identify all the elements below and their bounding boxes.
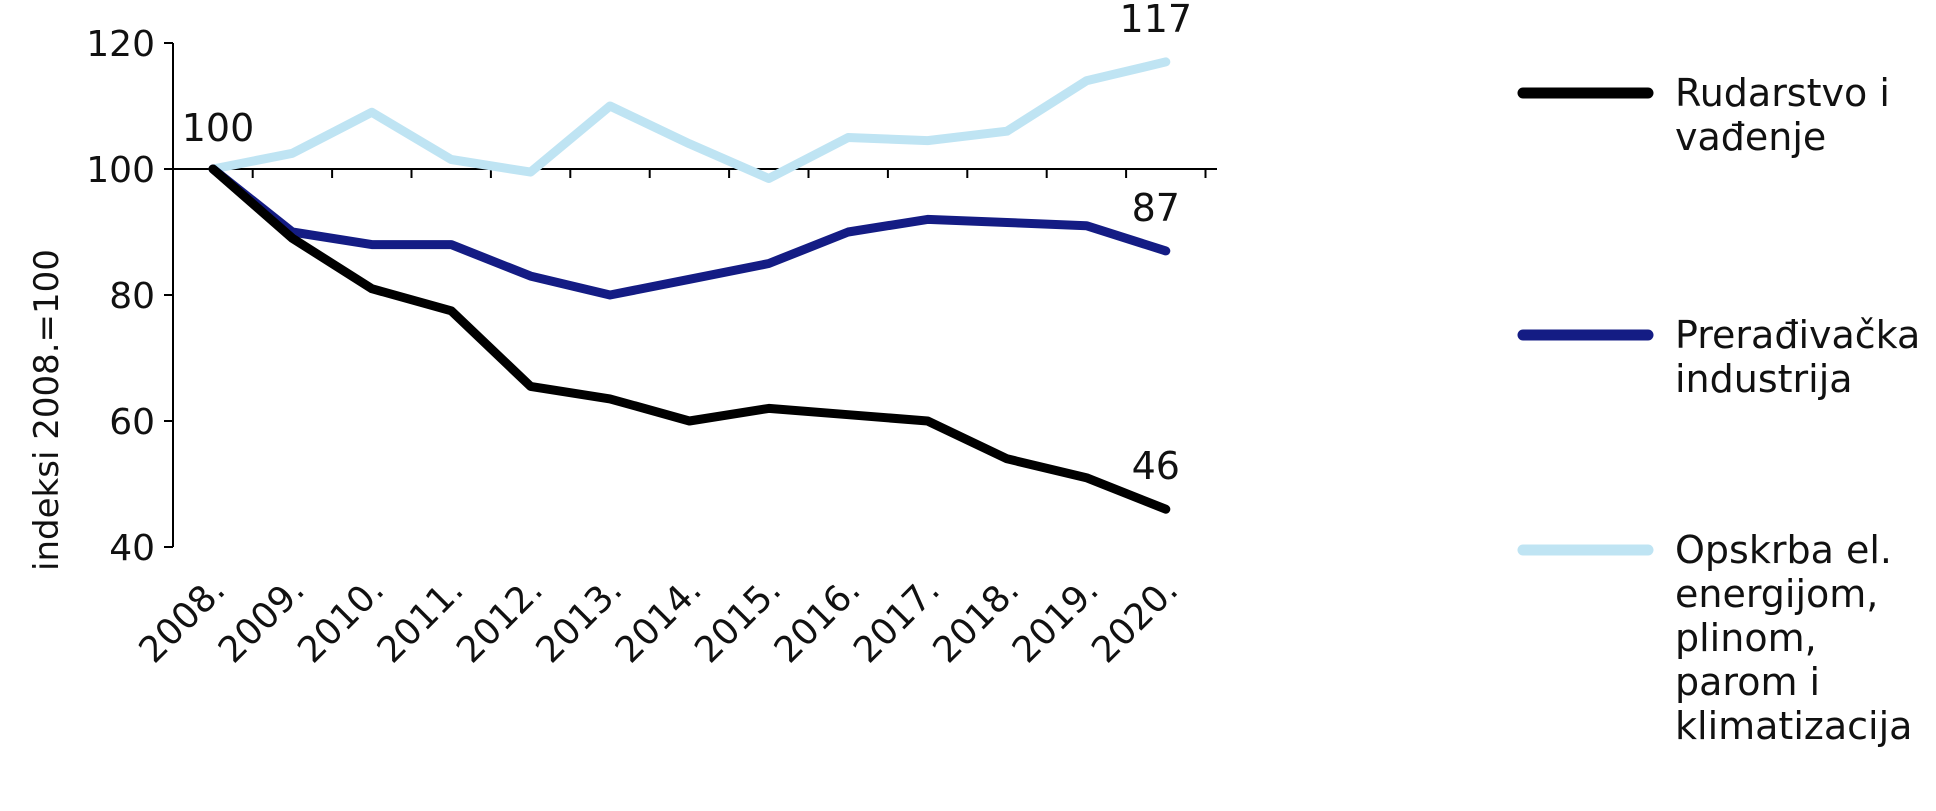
legend-entry-text: Prerađivačka bbox=[1675, 313, 1920, 357]
legend-entry-text: parom i bbox=[1675, 660, 1820, 704]
y-axis-title: indeksi 2008.=100 bbox=[27, 249, 67, 571]
x-tick-label: 2015. bbox=[687, 569, 789, 671]
legend-entry-text: klimatizacija bbox=[1675, 704, 1912, 748]
x-tick-label: 2014. bbox=[608, 569, 710, 671]
y-tick-label: 120 bbox=[86, 24, 155, 65]
start-value-label: 100 bbox=[182, 106, 255, 150]
legend-entry-text: Rudarstvo i bbox=[1675, 71, 1890, 115]
series-line bbox=[208, 57, 1171, 183]
x-tick-label: 2017. bbox=[846, 569, 948, 671]
end-value-label: 87 bbox=[1132, 186, 1180, 230]
x-tick-label: 2016. bbox=[767, 569, 869, 671]
x-tick-label: 2020. bbox=[1084, 569, 1186, 671]
legend-entry-text: vađenje bbox=[1675, 115, 1826, 159]
legend-entry-text: plinom, bbox=[1675, 616, 1817, 660]
x-tick-label: 2011. bbox=[370, 569, 472, 671]
x-tick-label: 2008. bbox=[131, 569, 233, 671]
series-lines bbox=[208, 57, 1171, 514]
x-tick-label: 2009. bbox=[211, 569, 313, 671]
end-value-label: 117 bbox=[1120, 0, 1193, 41]
x-tick-label: 2013. bbox=[528, 569, 630, 671]
y-tick-label: 60 bbox=[109, 402, 155, 443]
y-tick-label: 80 bbox=[109, 276, 155, 317]
x-tick-label: 2018. bbox=[925, 569, 1027, 671]
series-line bbox=[208, 164, 1171, 514]
x-tick-label: 2012. bbox=[449, 569, 551, 671]
legend-entry-text: energijom, bbox=[1675, 572, 1878, 616]
legend-entry-text: industrija bbox=[1675, 357, 1853, 401]
legend-entry-text: Opskrba el. bbox=[1675, 528, 1892, 572]
end-value-label: 46 bbox=[1132, 444, 1180, 488]
y-tick-label: 100 bbox=[86, 150, 155, 191]
data-labels: 46 87 117 100 bbox=[182, 0, 1192, 488]
series-line bbox=[208, 164, 1171, 300]
x-tick-label: 2010. bbox=[290, 569, 392, 671]
x-tick-label: 2019. bbox=[1005, 569, 1107, 671]
y-tick-label: 40 bbox=[109, 528, 155, 569]
